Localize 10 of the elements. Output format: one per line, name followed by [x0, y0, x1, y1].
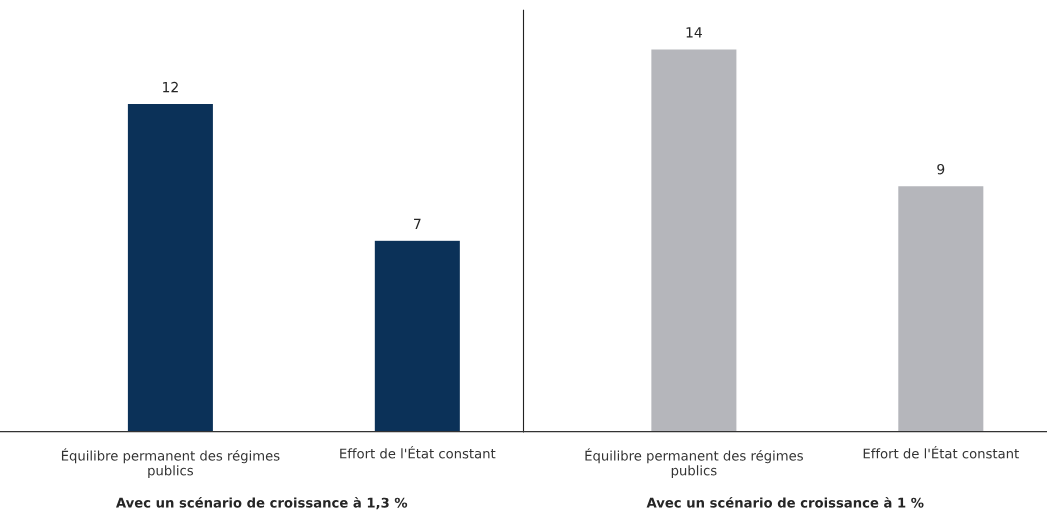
x-axis-title: Avec un scénario de croissance à 1,3 %	[115, 496, 408, 510]
x-tick-label: Effort de l'État constant	[863, 446, 1019, 459]
x-tick-label: Équilibre permanent des régimes publics	[585, 448, 803, 478]
data-label: 14	[686, 27, 702, 38]
data-label: 12	[163, 81, 178, 93]
data-label: 9	[937, 163, 945, 175]
x-axis-title: Avec un scénario de croissance à 1 %	[646, 496, 924, 508]
x-tick-label: Équilibre permanent des régimes publics	[61, 448, 280, 478]
x-tick-label: Effort de l'État constant	[340, 446, 496, 459]
data-label: 7	[414, 218, 421, 229]
